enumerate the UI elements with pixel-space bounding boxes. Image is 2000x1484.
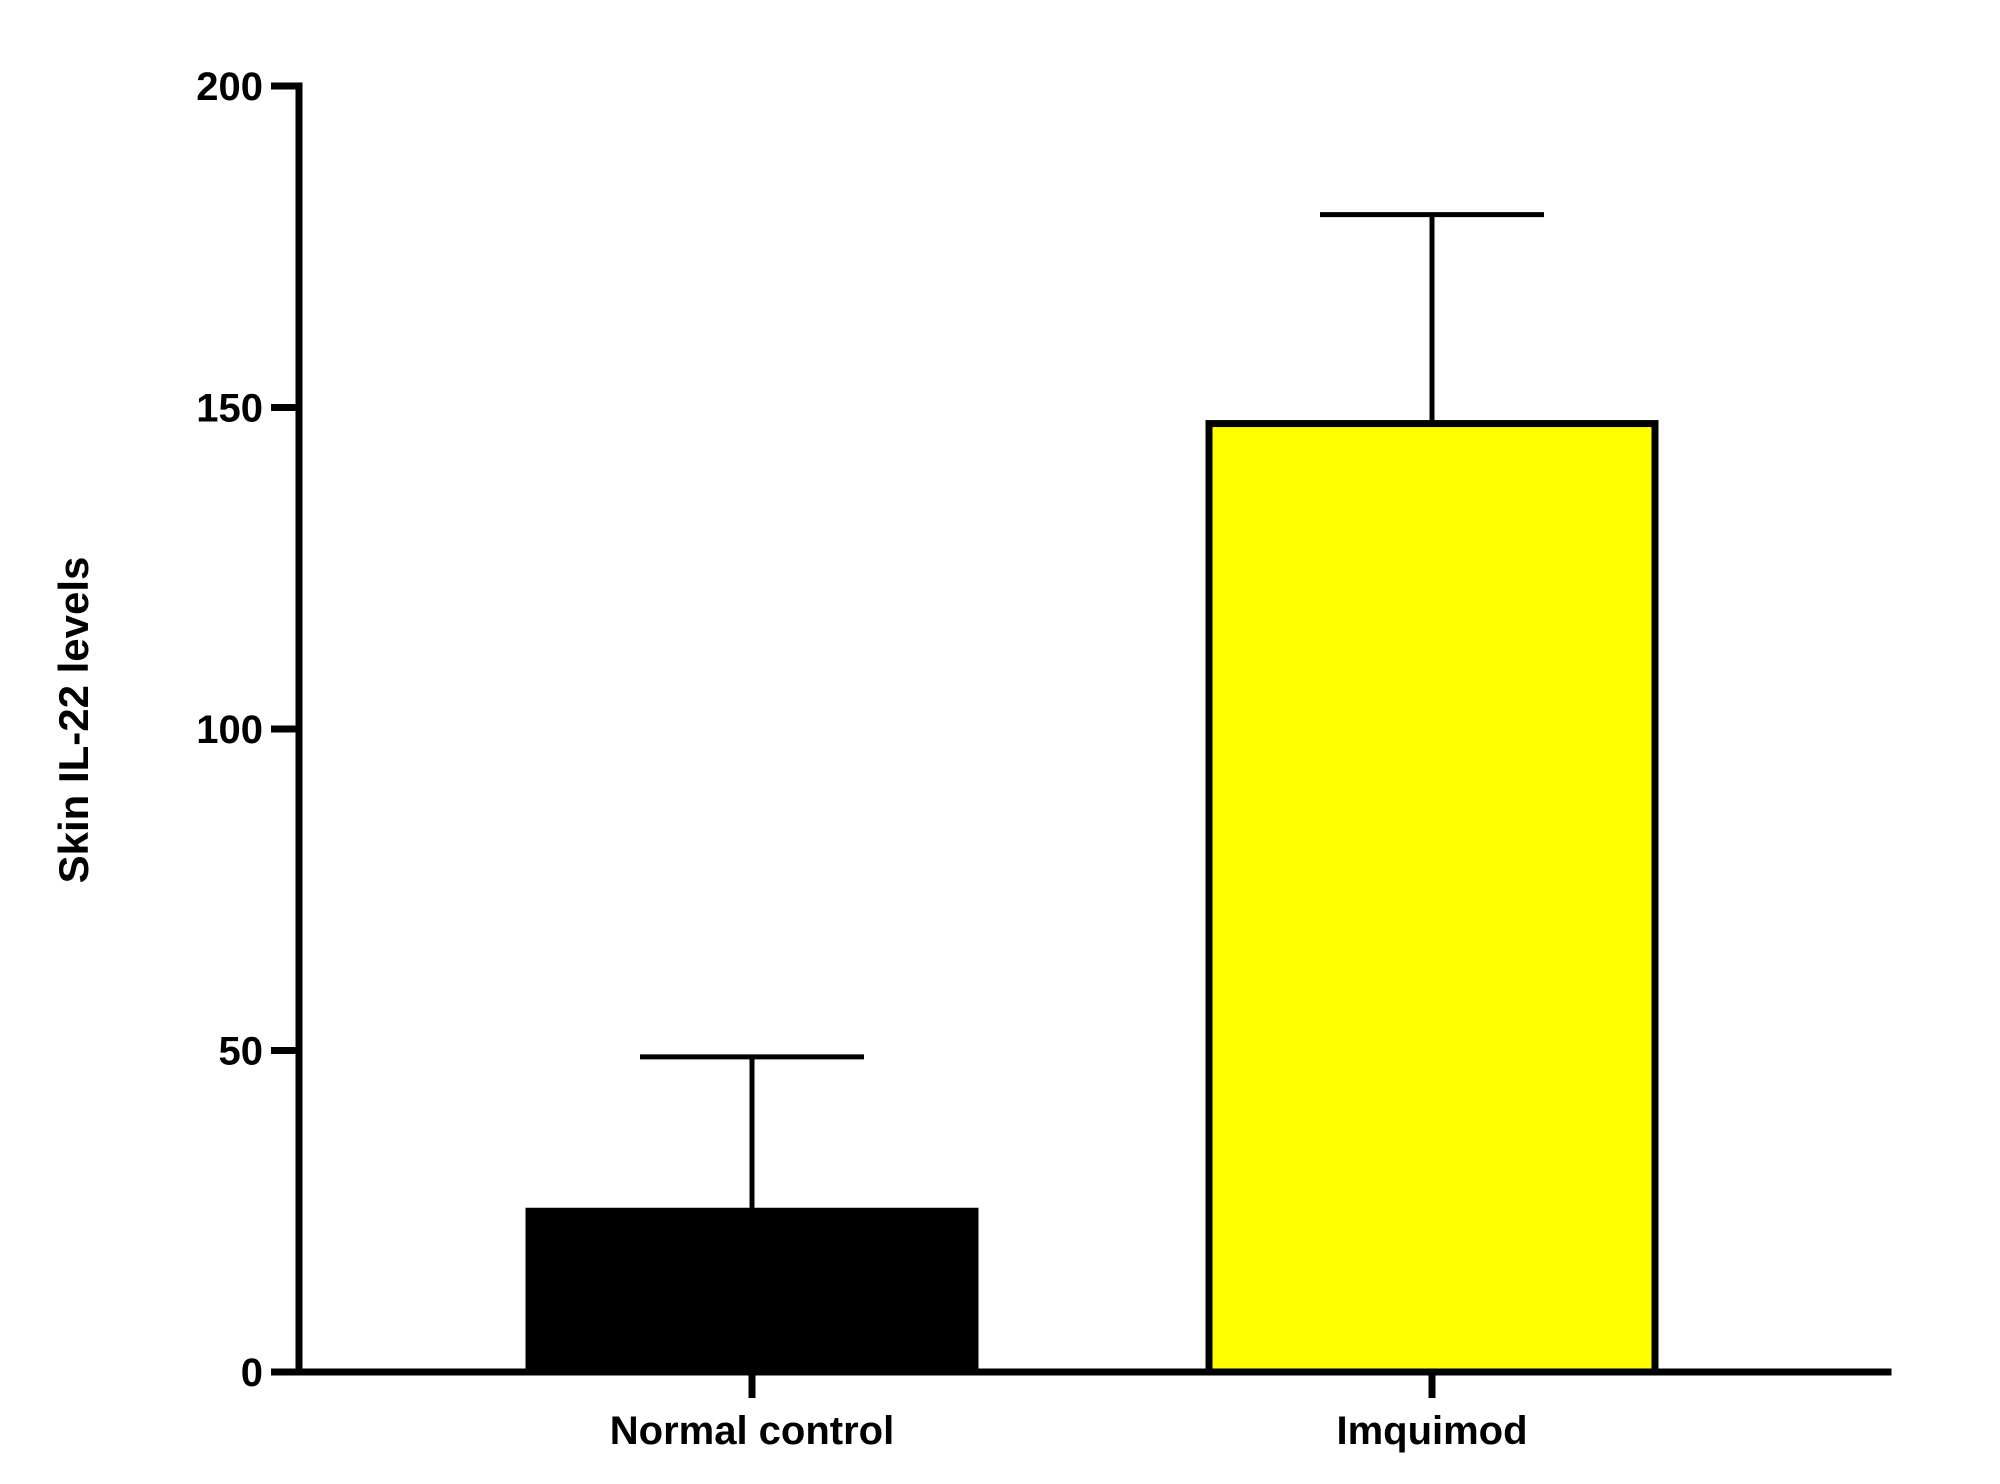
y-tick-label-200: 200: [196, 65, 263, 109]
y-tick-label-0: 0: [241, 1351, 263, 1395]
x-tick-label-normal-control: Normal control: [610, 1409, 894, 1453]
error-bars-layer: [640, 212, 1544, 1212]
bar-normal-control: [525, 1207, 979, 1376]
x-tick-label-imquimod: Imquimod: [1336, 1409, 1527, 1453]
labels-layer: Skin IL-22 levels 0 50 100 150 200 Normal con…: [50, 65, 1528, 1453]
bars-layer: [525, 420, 1659, 1376]
bar-imquimod: [1205, 420, 1659, 1376]
axes-layer: [271, 82, 1892, 1398]
y-tick-label-150: 150: [196, 387, 263, 431]
y-tick-label-100: 100: [196, 708, 263, 752]
y-tick-label-50: 50: [219, 1030, 264, 1074]
y-axis-title: Skin IL-22 levels: [50, 557, 97, 884]
